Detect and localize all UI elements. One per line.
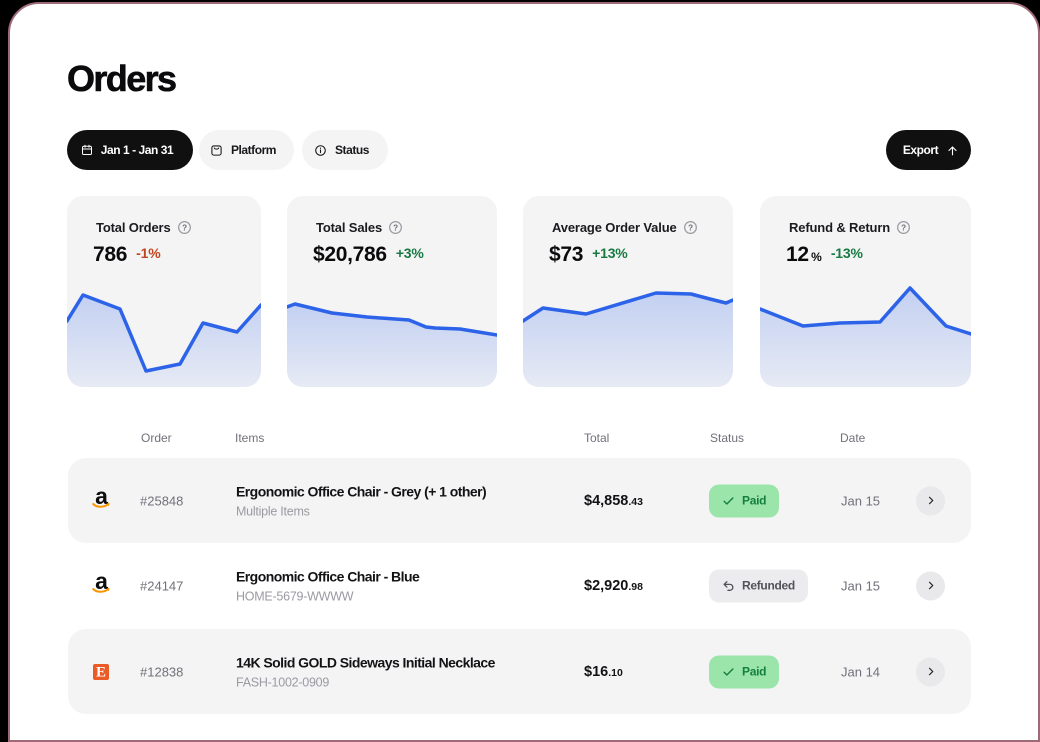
svg-text:?: ? — [182, 223, 187, 232]
svg-text:?: ? — [901, 223, 906, 232]
svg-text:?: ? — [688, 223, 693, 232]
svg-text:a: a — [95, 486, 108, 509]
svg-text:?: ? — [393, 223, 398, 232]
svg-text:E: E — [96, 664, 106, 680]
svg-text:a: a — [95, 571, 108, 594]
